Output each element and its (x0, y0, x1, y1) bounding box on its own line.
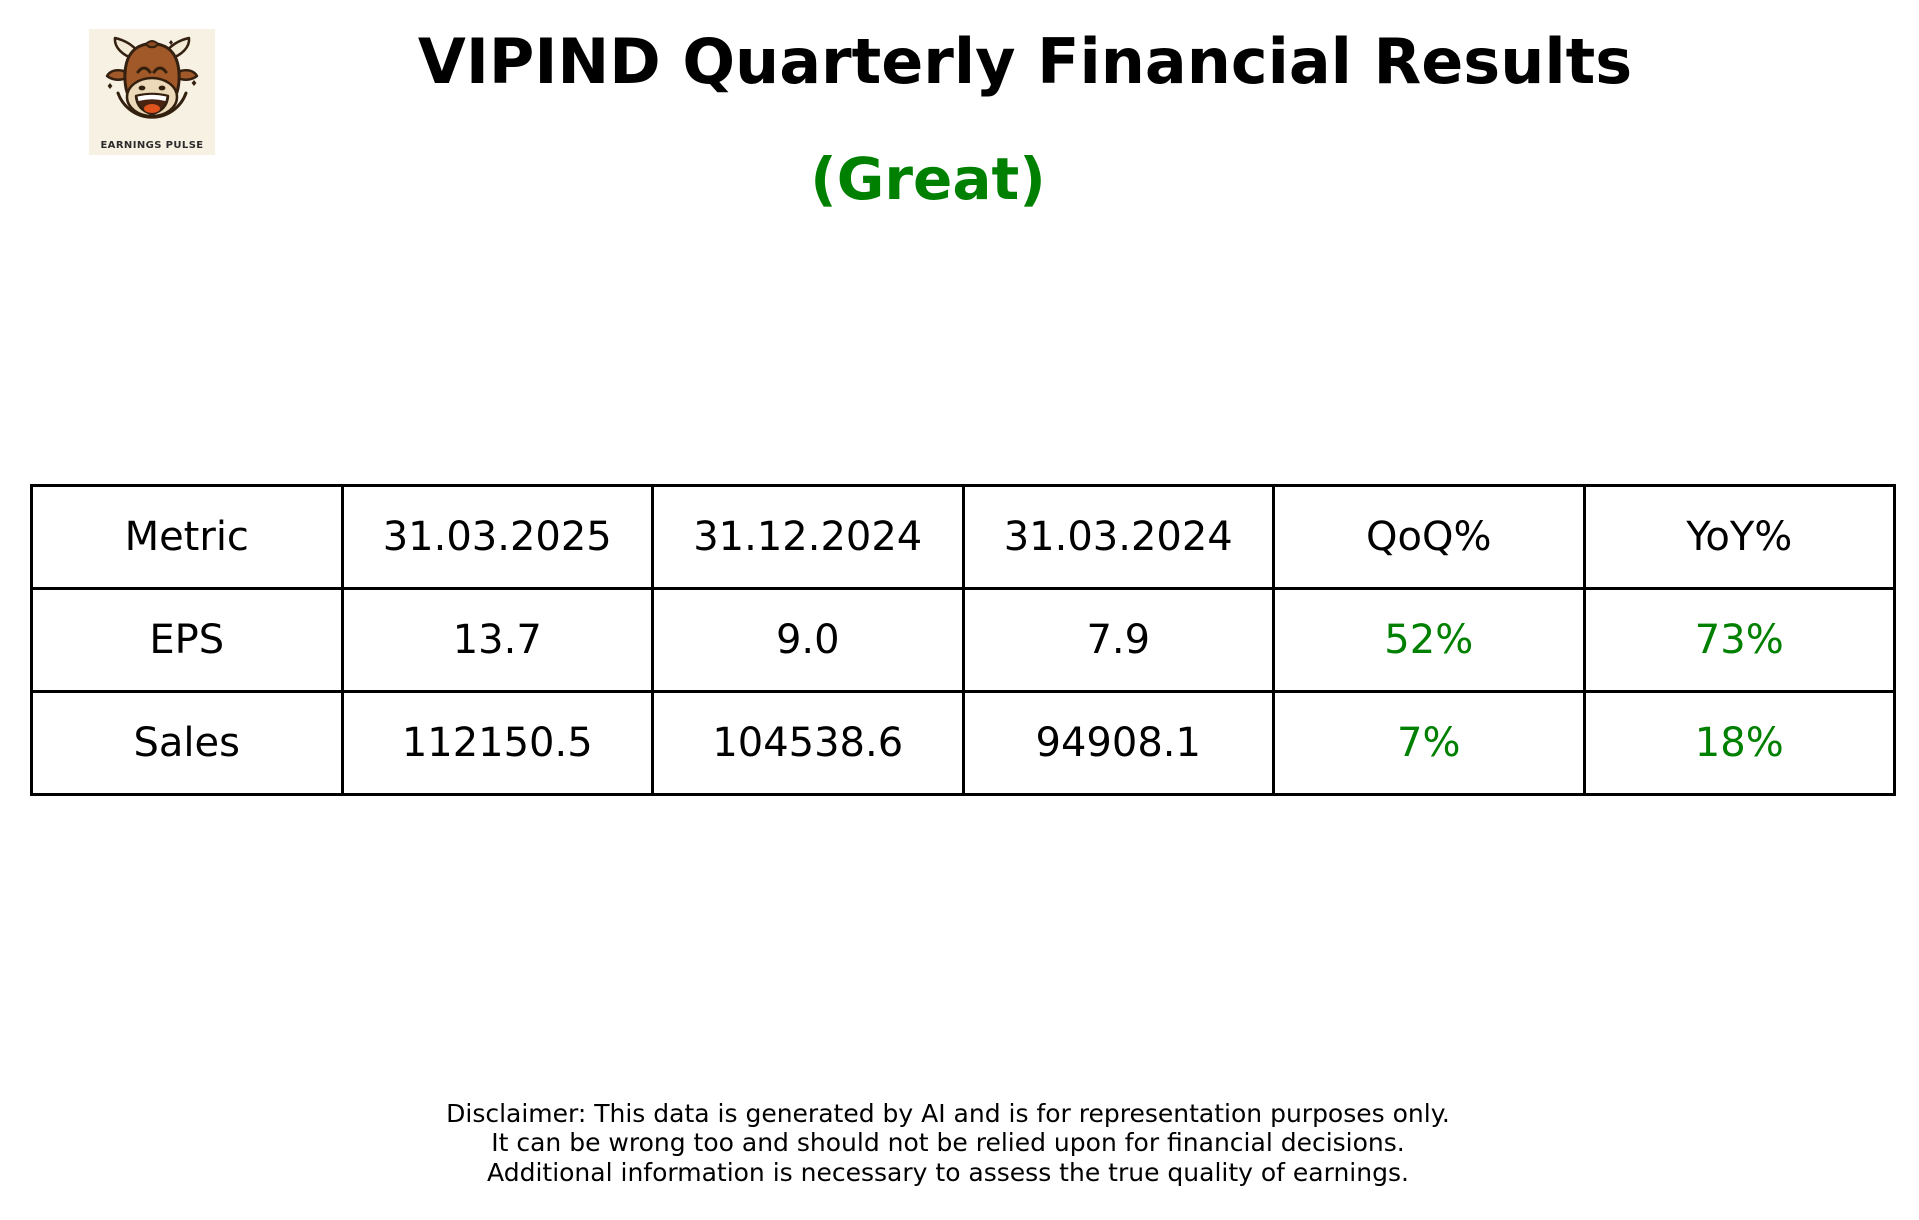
eps-qoq: 52% (1272, 587, 1586, 693)
table-row-eps: EPS 13.7 9.0 7.9 52% 73% (30, 587, 1896, 693)
disclaimer-line: Disclaimer: This data is generated by AI… (446, 1099, 1450, 1128)
financials-table: Metric 31.03.2025 31.12.2024 31.03.2024 … (30, 484, 1896, 796)
metric-label: Sales (30, 690, 344, 796)
disclaimer-line: Additional information is necessary to a… (487, 1157, 1409, 1187)
eps-previous: 9.0 (651, 587, 965, 693)
bull-icon (105, 36, 199, 119)
brand-logo: EARNINGS PULSE (89, 29, 215, 155)
column-header-yoy: YoY% (1582, 484, 1896, 590)
page-title: VIPIND Quarterly Financial Results (417, 25, 1633, 98)
eps-yoy: 73% (1582, 587, 1896, 693)
column-header-q-current: 31.03.2025 (340, 484, 654, 590)
table-row-sales: Sales 112150.5 104538.6 94908.1 7% 18% (30, 690, 1896, 796)
brand-label: EARNINGS PULSE (100, 140, 204, 151)
sales-yoy: 18% (1582, 690, 1896, 796)
table-header-row: Metric 31.03.2025 31.12.2024 31.03.2024 … (30, 484, 1896, 590)
column-header-metric: Metric (30, 484, 344, 590)
disclaimer: Disclaimer: This data is generated by AI… (446, 1099, 1450, 1187)
eps-yearago: 7.9 (961, 587, 1275, 693)
eps-current: 13.7 (340, 587, 654, 693)
disclaimer-line: It can be wrong too and should not be re… (491, 1128, 1405, 1158)
sales-current: 112150.5 (340, 690, 654, 796)
metric-label: EPS (30, 587, 344, 693)
sales-previous: 104538.6 (651, 690, 965, 796)
sales-yearago: 94908.1 (961, 690, 1275, 796)
sales-qoq: 7% (1272, 690, 1586, 796)
column-header-qoq: QoQ% (1272, 484, 1586, 590)
verdict-subtitle: (Great) (810, 145, 1046, 213)
column-header-q-previous: 31.12.2024 (651, 484, 965, 590)
column-header-q-yearago: 31.03.2024 (961, 484, 1275, 590)
